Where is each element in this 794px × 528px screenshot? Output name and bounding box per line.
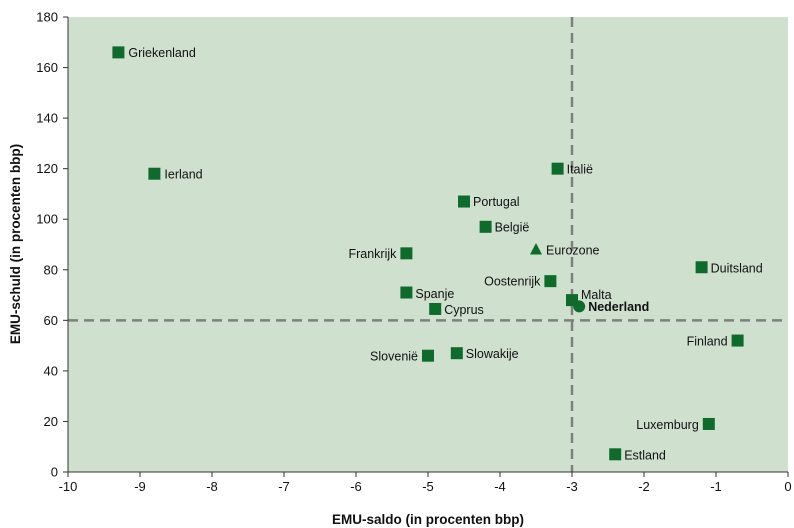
y-tick-label: 120 [36,161,58,176]
point-label-duitsland: Duitsland [711,261,763,275]
x-tick-label: -10 [59,479,78,494]
y-tick-label: 0 [51,465,58,480]
y-tick-label: 80 [44,262,58,277]
y-axis-title: EMU-schuld (in procenten bbp) [8,144,23,344]
point-label-estland: Estland [624,448,666,462]
y-tick-label: 60 [44,313,58,328]
point-label-spanje: Spanje [415,287,454,301]
point-marker-eurozone [530,243,542,255]
point-marker-portugal [458,195,470,208]
point-label-luxemburg: Luxemburg [636,418,699,432]
y-tick-label: 100 [36,212,58,227]
point-marker-slovenie [422,349,434,362]
y-tick-label: 40 [44,363,58,378]
x-tick-label: -6 [350,479,362,494]
point-label-belgie: België [495,220,530,234]
point-marker-estland [609,448,622,461]
x-tick-label: -9 [134,479,146,494]
point-marker-oostenrijk [544,275,557,288]
point-label-slowakije: Slowakije [466,347,519,361]
y-axis-ticks: 0 20 40 60 80 100 120 140 160 180 [36,10,68,480]
y-tick-label: 180 [36,10,58,25]
point-label-ierland: Ierland [164,168,202,182]
point-marker-cyprus [429,302,442,315]
x-tick-label: -5 [422,479,434,494]
y-tick-label: 20 [44,414,58,429]
reference-lines [68,17,788,472]
x-tick-label: -7 [278,479,290,494]
point-label-frankrijk: Frankrijk [348,247,397,261]
point-label-portugal: Portugal [473,195,520,209]
x-tick-label: -3 [566,479,578,494]
x-tick-label: -1 [710,479,722,494]
point-label-malta: Malta [581,288,612,302]
point-marker-finland [731,334,744,347]
point-label-eurozone: Eurozone [546,244,600,258]
point-marker-nederland [573,300,586,313]
y-tick-label: 140 [36,111,58,126]
point-label-oostenrijk: Oostenrijk [484,275,541,289]
data-points: Griekenland Ierland Italië Portugal België Eu… [112,46,763,462]
x-axis-title: EMU-saldo (in procenten bbp) [332,512,524,527]
x-axis-ticks: -10 -9 -8 -7 -6 -5 -4 -3 -2 -1 0 [59,472,792,494]
plot-area [68,17,788,472]
point-marker-luxemburg [702,417,715,430]
x-tick-label: -8 [206,479,218,494]
point-marker-slowakije [450,347,463,360]
x-tick-label: 0 [784,479,791,494]
point-label-italie: Italië [567,163,593,177]
point-marker-ierland [148,167,161,180]
point-label-cyprus: Cyprus [444,303,484,317]
point-marker-duitsland [695,261,708,274]
x-tick-label: -4 [494,479,506,494]
x-tick-label: -2 [638,479,650,494]
point-label-finland: Finland [687,335,728,349]
point-label-nederland: Nederland [588,300,649,314]
point-marker-frankrijk [400,247,413,260]
point-label-griekenland: Griekenland [128,46,195,60]
point-marker-italie [551,162,564,175]
point-marker-belgie [479,220,492,233]
point-label-slovenie: Slovenië [370,350,418,364]
y-tick-label: 160 [36,60,58,75]
point-marker-griekenland [112,46,125,59]
point-marker-spanje [400,286,413,299]
